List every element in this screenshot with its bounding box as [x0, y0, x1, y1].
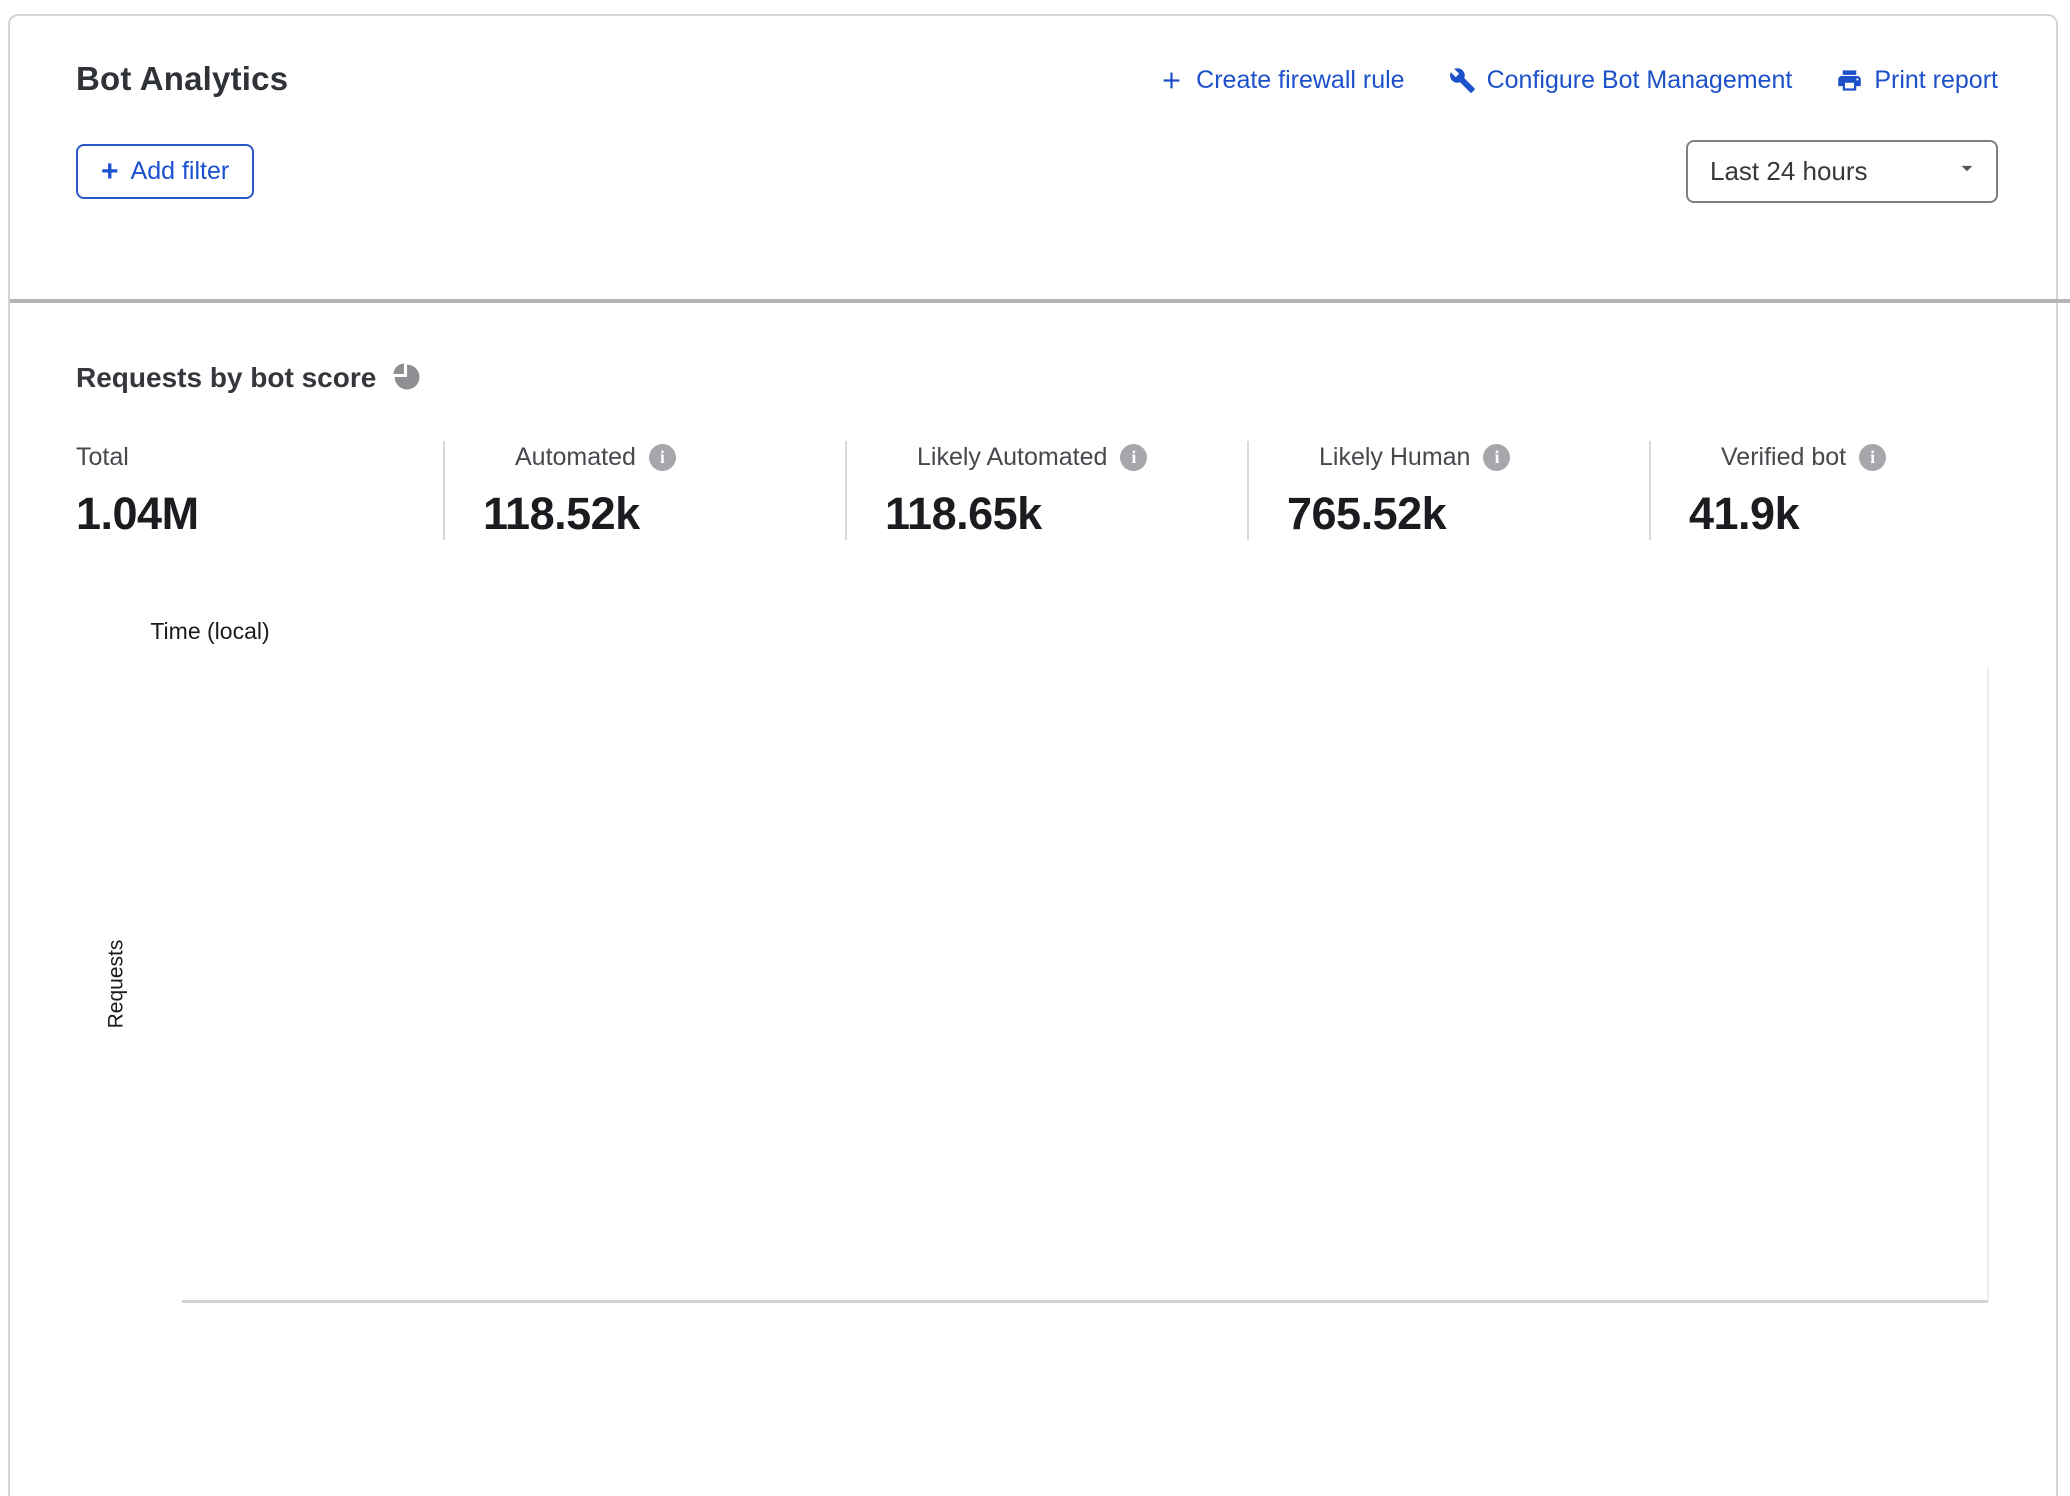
plot-area: [182, 668, 1989, 1303]
stats-row: Total 1.04M Automated i 118.52k Likely A…: [10, 441, 2056, 540]
info-icon[interactable]: i: [648, 443, 676, 471]
card-header: Bot Analytics Create firewall rule Confi…: [10, 16, 2056, 245]
create-firewall-rule-link[interactable]: Create firewall rule: [1158, 66, 1405, 95]
plus-icon: +: [101, 154, 119, 188]
stat-label: Likely Human: [1319, 442, 1471, 471]
time-range-value: Last 24 hours: [1710, 156, 1868, 186]
stat-value: 118.65k: [885, 488, 1042, 539]
action-label: Create firewall rule: [1196, 66, 1405, 94]
y-axis-title: Requests: [104, 939, 128, 1029]
info-icon[interactable]: i: [1120, 443, 1148, 471]
stat-label: Total: [76, 442, 129, 471]
legend-dot-likely-automated: [885, 448, 904, 467]
stat-total: Total 1.04M: [10, 441, 443, 540]
stat-value: 1.04M: [76, 488, 199, 539]
info-icon[interactable]: i: [1859, 443, 1887, 471]
requests-chart: Requests Time (local): [10, 618, 2056, 1418]
x-axis-title: Time (local): [150, 618, 270, 644]
printer-icon: [1836, 67, 1863, 94]
add-filter-label: Add filter: [130, 157, 230, 185]
configure-bot-management-link[interactable]: Configure Bot Management: [1449, 66, 1793, 95]
header-actions: Create firewall rule Configure Bot Manag…: [1158, 66, 1998, 95]
add-filter-button[interactable]: + Add filter: [76, 144, 255, 199]
stat-likely-automated: Likely Automated i 118.65k: [845, 441, 1247, 540]
plus-icon: [1158, 67, 1185, 94]
action-label: Configure Bot Management: [1486, 66, 1793, 94]
stat-label: Likely Automated: [917, 442, 1108, 471]
stat-label: Automated: [515, 442, 636, 471]
chevron-down-icon: [1954, 155, 1980, 188]
stat-verified-bot: Verified bot i 41.9k: [1649, 441, 2056, 540]
page-title: Bot Analytics: [76, 60, 289, 97]
stat-label: Verified bot: [1721, 442, 1847, 471]
stat-value: 118.52k: [483, 488, 640, 539]
action-label: Print report: [1874, 66, 1998, 94]
stat-automated: Automated i 118.52k: [443, 441, 845, 540]
pie-chart-icon: [391, 361, 420, 395]
stat-likely-human: Likely Human i 765.52k: [1247, 441, 1649, 540]
bars-container: [182, 668, 1988, 1300]
section-title: Requests by bot score: [76, 362, 377, 393]
legend-dot-automated: [483, 448, 502, 467]
legend-dot-verified-bot: [1689, 448, 1708, 467]
stat-value: 765.52k: [1287, 488, 1447, 539]
legend-dot-likely-human: [1287, 448, 1306, 467]
wrench-icon: [1449, 67, 1476, 94]
requests-section: Requests by bot score Total 1.04M Automa…: [10, 303, 2056, 1418]
print-report-link[interactable]: Print report: [1836, 66, 1998, 95]
bot-analytics-card: Bot Analytics Create firewall rule Confi…: [8, 14, 2070, 1496]
time-range-select[interactable]: Last 24 hours: [1686, 140, 1998, 203]
info-icon[interactable]: i: [1483, 443, 1511, 471]
section-divider: [10, 299, 2070, 303]
stat-value: 41.9k: [1689, 488, 1800, 539]
